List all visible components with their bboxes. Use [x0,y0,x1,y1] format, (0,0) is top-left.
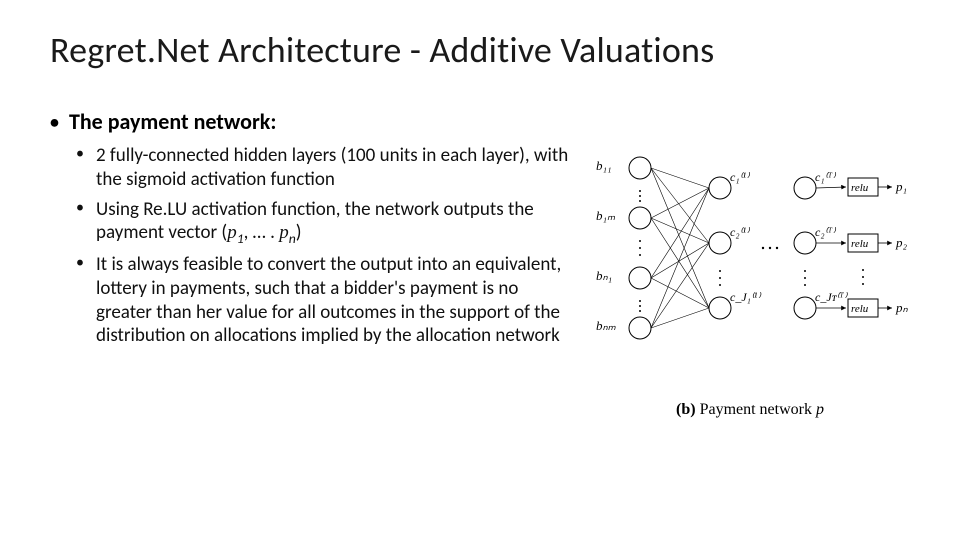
page-title: Regret.Net Architecture - Additive Valua… [50,28,910,72]
in-b11: b₁₁ [596,158,612,173]
b2-s1: 1 [237,230,244,247]
h1-lab3: c_J₁⁽¹⁾ [730,290,761,304]
heading-text: The payment network: [69,108,276,135]
node-in-4 [629,317,651,339]
b2-mid: , … . [244,221,280,244]
b2-pre: Using Re.LU activation function, the net… [96,198,534,245]
b2-s2: n [289,230,296,247]
diagram-column: b₁₁ b₁ₘ bₙ₁ bₙₘ [590,108,910,419]
b2-p1: p [227,222,237,243]
node-h1-1 [709,177,731,199]
bullet-3: It is always feasible to convert the out… [96,253,578,348]
out-p1: p₁ [895,179,907,194]
hT-lab1: c₁⁽ᵀ⁾ [815,170,836,184]
node-h1-3 [709,297,731,319]
h1-lab2: c₂⁽¹⁾ [730,225,750,239]
b2-post: ) [296,221,302,244]
in-bnm: bₙₘ [596,318,617,333]
hT-lab2: c₂⁽ᵀ⁾ [815,225,836,239]
caption-label: (b) [676,401,696,418]
caption-sym: p [816,401,824,418]
node-h1-2 [709,232,731,254]
in-bn1: bₙ₁ [596,268,612,283]
bullet-list: 2 fully-connected hidden layers (100 uni… [50,144,578,348]
caption-text: Payment network [696,401,816,418]
hT-lab3: c_Jᴛ⁽ᵀ⁾ [815,290,848,304]
text-column: • The payment network: 2 fully-connected… [50,108,578,354]
in-b1m: b₁ₘ [596,208,616,223]
node-in-2 [629,207,651,229]
out-pn: pₙ [895,300,909,315]
relu-lab1: relu [851,182,869,194]
node-hT-3 [794,297,816,319]
network-diagram: b₁₁ b₁ₘ bₙ₁ bₙₘ [590,138,910,368]
out-p2: p₂ [895,235,908,250]
bullet-icon: • [50,108,59,136]
node-hT-2 [794,232,816,254]
relu-lab2: relu [851,238,869,250]
node-in-3 [629,267,651,289]
bullet-2: Using Re.LU activation function, the net… [96,198,578,248]
node-hT-1 [794,177,816,199]
bullet-1: 2 fully-connected hidden layers (100 uni… [96,144,578,192]
heading: • The payment network: [50,108,578,136]
relu-lab3: relu [851,303,869,315]
b2-p2: p [279,222,289,243]
h1-lab1: c₁⁽¹⁾ [730,170,750,184]
diagram-caption: (b) Payment network p [590,401,910,419]
node-in-1 [629,157,651,179]
